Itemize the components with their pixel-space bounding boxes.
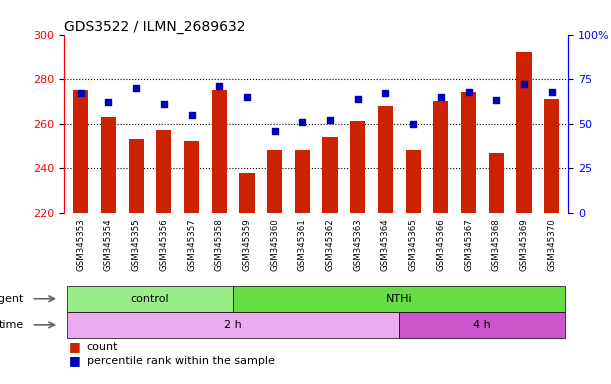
Bar	[544, 99, 559, 213]
Text: GSM345353: GSM345353	[76, 218, 86, 271]
Text: 2 h: 2 h	[224, 320, 242, 330]
Point	[436, 94, 445, 100]
Text: agent: agent	[0, 294, 24, 304]
Text: GSM345370: GSM345370	[547, 218, 556, 271]
Text: GSM345363: GSM345363	[353, 218, 362, 271]
Text: ■: ■	[69, 340, 81, 353]
Point	[325, 117, 335, 123]
Point	[242, 94, 252, 100]
Text: GSM345369: GSM345369	[519, 218, 529, 271]
Point	[491, 98, 501, 104]
Text: GSM345362: GSM345362	[326, 218, 335, 271]
Text: GSM345359: GSM345359	[243, 218, 252, 271]
Bar	[378, 106, 393, 213]
Text: GSM345357: GSM345357	[187, 218, 196, 271]
Point	[298, 119, 307, 125]
Bar	[323, 137, 338, 213]
Text: GSM345358: GSM345358	[214, 218, 224, 271]
Text: count: count	[87, 341, 119, 351]
Bar	[516, 52, 532, 213]
Text: GSM345354: GSM345354	[104, 218, 113, 271]
Bar	[67, 312, 399, 338]
Bar	[240, 173, 255, 213]
Bar	[267, 151, 282, 213]
Bar	[233, 286, 565, 312]
Point	[353, 96, 362, 102]
Point	[187, 112, 197, 118]
Point	[519, 81, 529, 88]
Bar	[101, 117, 116, 213]
Bar	[73, 90, 89, 213]
Text: ■: ■	[69, 354, 81, 367]
Point	[270, 128, 280, 134]
Point	[76, 90, 86, 96]
Text: GSM345365: GSM345365	[409, 218, 418, 271]
Text: control: control	[131, 294, 169, 304]
Text: GDS3522 / ILMN_2689632: GDS3522 / ILMN_2689632	[64, 20, 246, 33]
Text: GSM345360: GSM345360	[270, 218, 279, 271]
Text: percentile rank within the sample: percentile rank within the sample	[87, 356, 275, 366]
Bar	[128, 139, 144, 213]
Text: 4 h: 4 h	[474, 320, 491, 330]
Bar	[67, 286, 233, 312]
Point	[381, 90, 390, 96]
Text: GSM345366: GSM345366	[436, 218, 445, 271]
Point	[104, 99, 114, 105]
Text: NTHi: NTHi	[386, 294, 412, 304]
Bar	[350, 121, 365, 213]
Point	[408, 121, 418, 127]
Point	[547, 88, 557, 94]
Text: GSM345361: GSM345361	[298, 218, 307, 271]
Bar	[489, 152, 504, 213]
Point	[131, 85, 141, 91]
Point	[214, 83, 224, 89]
Text: GSM345355: GSM345355	[131, 218, 141, 271]
Bar	[406, 151, 421, 213]
Point	[159, 101, 169, 107]
Bar	[295, 151, 310, 213]
Text: GSM345356: GSM345356	[159, 218, 169, 271]
Text: GSM345368: GSM345368	[492, 218, 501, 271]
Text: time: time	[0, 320, 24, 330]
Text: GSM345364: GSM345364	[381, 218, 390, 271]
Point	[464, 88, 474, 94]
Bar	[184, 141, 199, 213]
Text: GSM345367: GSM345367	[464, 218, 473, 271]
Bar	[156, 130, 172, 213]
Bar	[461, 93, 476, 213]
Bar	[433, 101, 448, 213]
Bar	[211, 90, 227, 213]
Bar	[399, 312, 565, 338]
